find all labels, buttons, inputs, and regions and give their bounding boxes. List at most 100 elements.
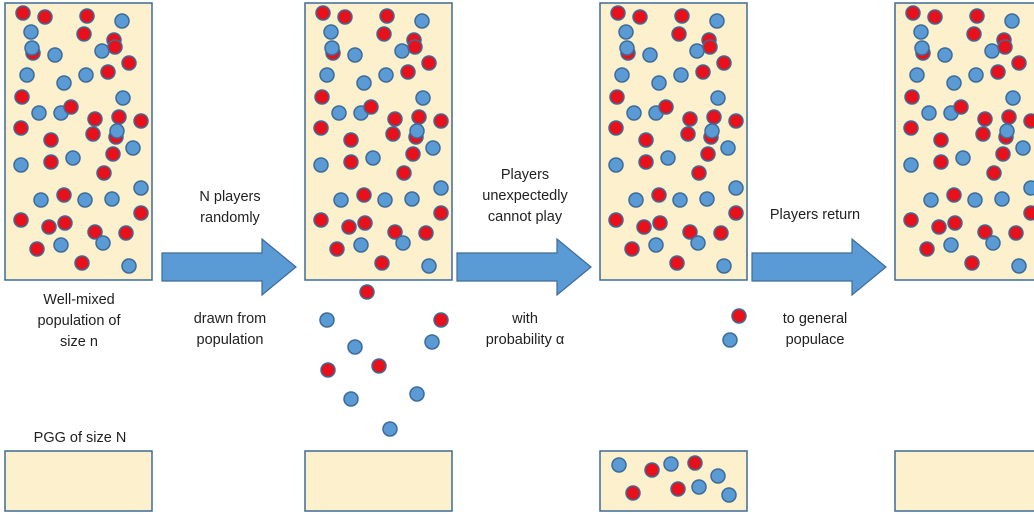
agent-dot-3-40 [652,215,668,231]
agent-dot-3-10 [702,39,718,55]
agent-dot-2-37 [404,191,420,207]
agent-dot-3-35 [628,192,644,208]
agent-dot-4-17 [1005,90,1021,106]
agent-dot-4-26 [1015,140,1031,156]
agent-dot-3-39 [608,212,624,228]
agent-dot-3-30 [638,154,654,170]
agent-dot-1-38 [133,205,149,221]
pgg-box-1 [4,450,153,512]
agent-dot-2-27 [343,132,359,148]
agent-dot-2-36 [377,192,393,208]
agent-dot-3-23 [608,120,624,136]
agent-dot-1-24 [85,126,101,142]
agent-dot-1-17 [115,90,131,106]
agent-dot-3-13 [695,64,711,80]
step2-bottom-line-1: with [512,311,538,327]
step2-top-line-2: unexpectedly [482,188,568,204]
agent-dot-1-11 [121,55,137,71]
step1-top-label: N players randomly [160,187,300,229]
drawn-player-dot-9 [343,391,359,407]
agent-dot-4-51 [985,235,1001,251]
agent-dot-3-36 [672,192,688,208]
agent-dot-3-33 [691,165,707,181]
agent-dot-4-21 [1001,109,1017,125]
drawn-player-dot-8 [409,386,425,402]
agent-dot-3-21 [706,109,722,125]
agent-dot-4-10 [997,39,1013,55]
drawn-player-dot-3 [433,312,449,328]
agent-dot-2-18 [331,105,347,121]
agent-dot-3-47 [632,9,648,25]
agent-dot-4-30 [933,154,949,170]
agent-dot-1-37 [104,191,120,207]
agent-dot-2-14 [356,75,372,91]
agent-dot-3-38 [728,205,744,221]
agent-dot-3-51 [690,235,706,251]
agent-dot-4-47 [927,9,943,25]
step1-bottom-line-2: population [196,332,264,348]
agent-dot-2-32 [405,146,421,162]
agent-dot-4-15 [968,67,984,83]
arrow-players-drop-out [456,237,592,297]
step3-bottom-line-1: to general [782,311,848,327]
agent-dot-3-42 [713,225,729,241]
agent-dot-4-16 [904,89,920,105]
agent-dot-3-22 [728,113,744,129]
agent-dot-3-18 [626,105,642,121]
population-label-line-2: population of [37,313,121,329]
agent-dot-2-20 [387,111,403,127]
pgg-box-2 [304,450,453,512]
agent-dot-2-43 [329,241,345,257]
agent-dot-4-50 [931,219,947,235]
agent-dot-2-42 [418,225,434,241]
agent-dot-2-51 [395,235,411,251]
agent-dot-1-9 [94,43,110,59]
agent-dot-1-30 [43,154,59,170]
agent-dot-4-13 [990,64,1006,80]
agent-dot-4-40 [947,215,963,231]
agent-dot-1-48 [24,40,40,56]
agent-dot-1-12 [19,67,35,83]
game-player-dot-8 [721,487,737,503]
agent-dot-1-13 [100,64,116,80]
drawn-player-dot-5 [424,334,440,350]
agent-dot-3-27 [638,132,654,148]
agent-dot-4-37 [994,191,1010,207]
population-label-line-3: size n [60,334,98,350]
agent-dot-1-5 [76,26,92,42]
agent-dot-4-8 [937,47,953,63]
agent-dot-3-31 [608,157,624,173]
agent-dot-3-20 [682,111,698,127]
step2-bottom-line-2: probability α [485,332,565,348]
drawn-player-dot-6 [371,358,387,374]
agent-dot-2-52 [433,180,449,196]
agent-dot-1-36 [77,192,93,208]
agent-dot-4-3 [1004,13,1020,29]
agent-dot-2-50 [341,219,357,235]
game-player-dot-2 [663,456,679,472]
drawn-player-dot-10 [382,421,398,437]
agent-dot-3-16 [609,89,625,105]
arrow-players-return [751,237,887,297]
drawn-player-dot-2 [319,312,335,328]
step1-top-line-2: randomly [200,210,260,226]
agent-dot-3-46 [716,258,732,274]
agent-dot-3-43 [624,241,640,257]
agent-dot-1-16 [14,89,30,105]
agent-dot-3-2 [674,8,690,24]
pgg-label: PGG of size N [33,430,127,446]
agent-dot-3-12 [614,67,630,83]
agent-dot-3-26 [720,140,736,156]
agent-dot-1-8 [47,47,63,63]
agent-dot-1-43 [29,241,45,257]
agent-dot-4-23 [903,120,919,136]
agent-dot-3-50 [636,219,652,235]
agent-dot-4-42 [1008,225,1024,241]
agent-dot-1-20 [87,111,103,127]
agent-dot-3-17 [710,90,726,106]
agent-dot-2-30 [343,154,359,170]
agent-dot-2-17 [415,90,431,106]
agent-dot-3-44 [648,237,664,253]
agent-dot-4-49 [953,99,969,115]
